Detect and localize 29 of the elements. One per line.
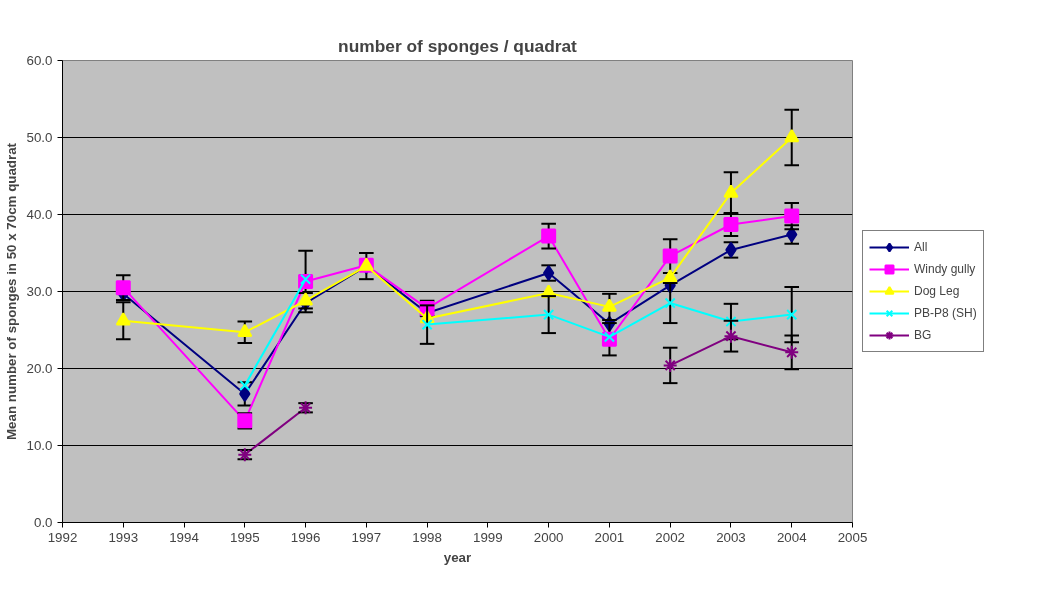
x-tick-label: 1996 xyxy=(290,529,321,545)
x-tick-label: 1992 xyxy=(47,529,78,545)
legend-label: BG xyxy=(914,328,933,342)
x-tick-label: 2001 xyxy=(594,529,625,545)
x-tick-label: 1994 xyxy=(169,529,200,545)
y-tick-label: 60.0 xyxy=(26,53,53,68)
legend-label: Windy gully xyxy=(914,262,976,276)
legend-label: Dog Leg xyxy=(914,284,960,298)
y-tick-label: 40.0 xyxy=(26,207,53,222)
y-tick-label: 10.0 xyxy=(26,438,53,453)
legend-label: All xyxy=(914,240,929,254)
x-tick-label: 1997 xyxy=(351,529,382,545)
x-tick-label: 2005 xyxy=(837,529,868,545)
x-tick-label: 2003 xyxy=(716,529,746,545)
y-tick-label: 50.0 xyxy=(26,130,53,145)
x-tick-label: 2004 xyxy=(776,529,808,545)
x-tick-label: 1998 xyxy=(412,529,442,545)
x-tick-label: 1995 xyxy=(229,529,260,545)
x-tick-label: 1999 xyxy=(473,529,503,545)
chart-title: number of sponges / quadrat xyxy=(338,35,578,56)
x-axis-title: year xyxy=(443,549,472,565)
y-axis-title: Mean number of sponges in 50 x 70cm quadrat xyxy=(3,142,19,440)
x-tick-label: 1993 xyxy=(108,529,139,545)
x-tick-label: 2000 xyxy=(533,529,564,545)
legend-label: PB-P8 (SH) xyxy=(914,306,977,320)
y-tick-label: 20.0 xyxy=(26,361,53,376)
x-tick-label: 2002 xyxy=(655,529,686,545)
y-tick-label: 0.0 xyxy=(33,515,53,530)
y-tick-label: 30.0 xyxy=(26,284,53,299)
